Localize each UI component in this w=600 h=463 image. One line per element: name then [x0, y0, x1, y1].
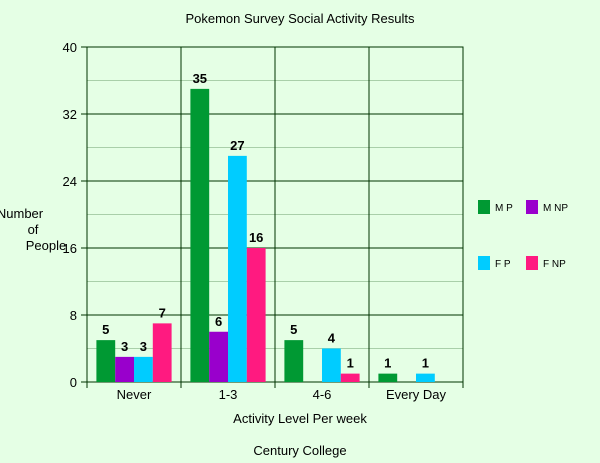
y-axis-label: Number of People [0, 206, 66, 253]
x-axis-label: Activity Level Per week [233, 411, 367, 426]
bar [378, 373, 398, 382]
bar [115, 356, 134, 382]
bar [134, 356, 153, 382]
legend-item: M NP [526, 200, 568, 214]
y-tick-label: 32 [63, 107, 77, 122]
bar [246, 248, 266, 382]
legend-item: F P [478, 256, 511, 270]
bar [96, 340, 116, 382]
y-tick-label: 16 [63, 241, 77, 256]
plot-border [86, 46, 464, 383]
chart-title: Pokemon Survey Social Activity Results [185, 11, 415, 26]
bar-value-label: 1 [422, 356, 429, 371]
bar [322, 348, 341, 382]
y-tick-label: 24 [63, 174, 77, 189]
bar [152, 323, 172, 382]
legend-item: F NP [526, 256, 566, 270]
bar-value-label: 35 [193, 71, 207, 86]
bar-value-label: 5 [102, 322, 109, 337]
legend-swatch [478, 200, 490, 214]
x-tick-label: Never [117, 387, 152, 402]
bar-value-label: 6 [215, 314, 222, 329]
y-tick-label: 0 [70, 375, 77, 390]
legend-swatch [526, 256, 538, 270]
bar-value-label: 5 [290, 322, 297, 337]
bar-value-label: 16 [249, 230, 263, 245]
legend-swatch [478, 256, 490, 270]
bar [228, 155, 247, 382]
bar [284, 340, 304, 382]
bar-value-label: 3 [140, 339, 147, 354]
bar-value-label: 27 [230, 138, 244, 153]
legend-label: M NP [543, 203, 568, 214]
x-tick-label: Every Day [386, 387, 446, 402]
legend-label: F P [495, 259, 511, 270]
x-tick-label: 4-6 [313, 387, 332, 402]
legend-swatch [526, 200, 538, 214]
legend-item: M P [478, 200, 513, 214]
legend-label: M P [495, 203, 513, 214]
footer-text: Century College [253, 443, 346, 458]
y-axis-label-line-1: Number [0, 206, 44, 221]
y-tick-label: 8 [70, 308, 77, 323]
bar [209, 331, 228, 382]
bar-value-label: 1 [347, 356, 354, 371]
bar-value-label: 3 [121, 339, 128, 354]
bar [416, 373, 435, 382]
y-axis-label-line-3: People [26, 238, 66, 253]
bar [340, 373, 360, 382]
bar-value-label: 1 [384, 356, 391, 371]
bars [96, 88, 435, 382]
legend: M P M NP F P F NP [478, 200, 568, 270]
bar-value-label: 4 [328, 331, 336, 346]
bar-value-label: 7 [159, 305, 166, 320]
legend-label: F NP [543, 259, 566, 270]
y-tick-label: 40 [63, 40, 77, 55]
x-tick-label: 1-3 [219, 387, 238, 402]
y-axis-label-line-2: of [28, 222, 39, 237]
bar [190, 88, 210, 382]
